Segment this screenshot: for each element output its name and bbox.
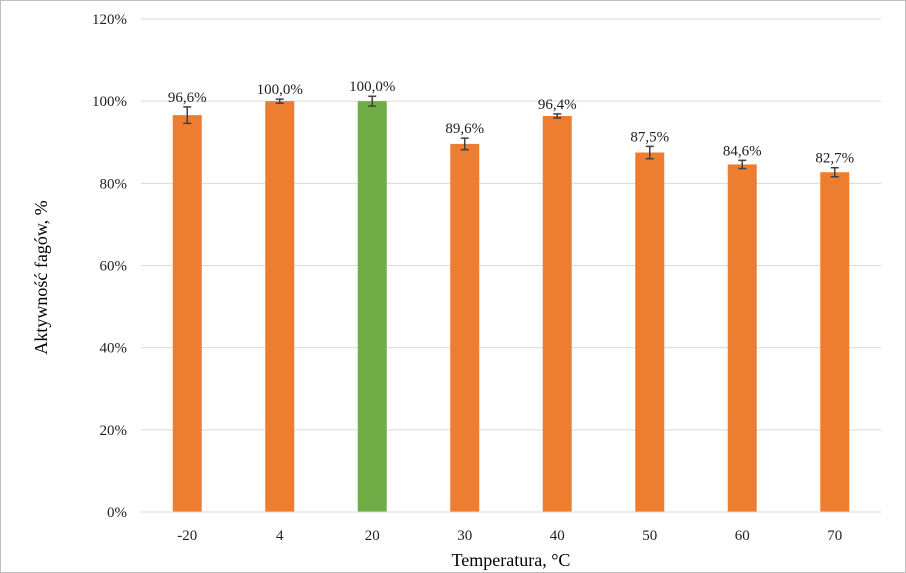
y-tick-label: 40%: [100, 341, 128, 357]
data-label: 82,7%: [815, 151, 854, 167]
bar: [172, 115, 202, 512]
data-label: 96,4%: [538, 97, 577, 113]
x-axis-title: Temperatura, °C: [452, 550, 571, 570]
data-label: 87,5%: [630, 129, 669, 145]
x-tick-label: 50: [642, 528, 657, 544]
data-label: 96,6%: [168, 90, 207, 106]
data-label: 89,6%: [445, 121, 484, 137]
y-tick-label: 80%: [100, 176, 128, 192]
bar: [265, 101, 295, 513]
data-labels: 96,6% 100,0% 100,0% 89,6% 96,4% 87,5% 84,6% 82,…: [168, 79, 854, 166]
y-tick-label: 120%: [92, 12, 127, 28]
x-tick-label: 70: [827, 528, 842, 544]
bar: [820, 172, 850, 512]
y-tick-label: 60%: [100, 259, 128, 275]
y-axis-ticks: 0% 20% 40% 60% 80% 100% 120%: [92, 12, 127, 521]
y-tick-label: 0%: [107, 505, 127, 521]
data-label: 84,6%: [723, 143, 762, 159]
bar: [357, 101, 387, 513]
data-label: 100,0%: [349, 79, 395, 95]
bar: [635, 152, 665, 513]
x-tick-label: 4: [276, 528, 284, 544]
x-tick-label: 40: [550, 528, 565, 544]
y-tick-label: 20%: [100, 423, 128, 439]
x-tick-label: 60: [735, 528, 750, 544]
bar: [450, 143, 480, 513]
x-axis-ticks: -20 4 20 30 40 50 60 70: [177, 528, 842, 544]
x-tick-label: -20: [177, 528, 197, 544]
y-axis-title: Aktywność fagów, %: [31, 200, 51, 354]
error-bars: [183, 95, 839, 178]
bar: [542, 115, 572, 512]
x-tick-label: 20: [365, 528, 380, 544]
x-tick-label: 30: [457, 528, 472, 544]
gridlines: [141, 18, 881, 431]
data-label: 100,0%: [257, 82, 303, 98]
bar: [727, 164, 757, 512]
bars: [172, 101, 850, 513]
y-tick-label: 100%: [92, 94, 127, 110]
